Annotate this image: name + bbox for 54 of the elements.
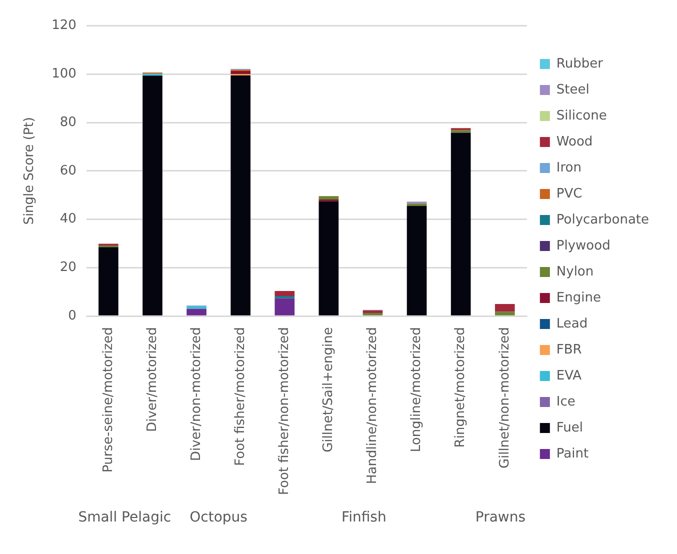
legend-label: Iron: [556, 160, 582, 176]
legend-label: Paint: [556, 446, 589, 462]
y-tick-label: 60: [60, 163, 76, 178]
x-tick-label: Handline/non-motorized: [365, 327, 380, 484]
y-tick-label: 20: [60, 260, 76, 276]
legend-label: Ice: [556, 394, 576, 410]
legend-label: Wood: [556, 134, 593, 150]
legend-label: PVC: [556, 186, 582, 202]
x-tick-label: Gillnet/Sail+engine: [321, 327, 336, 452]
text: Finfish: [342, 510, 386, 526]
legend-label: Nylon: [556, 264, 594, 280]
bar: [406, 204, 427, 206]
x-tick-label: Diver/non-motorized: [188, 327, 204, 461]
bar: [186, 308, 206, 316]
text: Prawns: [475, 510, 526, 526]
bar: [494, 312, 515, 316]
legend-label: Lead: [556, 316, 588, 332]
x-tick-label: Purse-seine/motorized: [100, 327, 116, 472]
bar: [494, 304, 515, 312]
bar: [274, 298, 295, 316]
bar: [406, 206, 427, 316]
y-tick-label: 40: [60, 212, 76, 227]
legend-label: Fuel: [556, 420, 584, 436]
legend-label: EVA: [556, 368, 582, 384]
bar: [186, 306, 206, 309]
legend-label: Rubber: [556, 56, 604, 72]
y-tick-label: 100: [52, 66, 76, 82]
legend-label: FBR: [556, 342, 582, 358]
x-tick-label: Longline/motorized: [409, 327, 424, 452]
legend-label: Silicone: [556, 108, 607, 124]
bar: [230, 71, 250, 74]
text: Octopus: [190, 510, 248, 526]
y-axis-title: Single Score (Pt): [22, 117, 38, 225]
bar: [274, 290, 295, 296]
bar: [362, 312, 383, 316]
bar: [142, 76, 162, 316]
bar: [318, 201, 339, 316]
x-tick-label: Gillnet/non-motorized: [497, 327, 512, 469]
bar: [318, 196, 339, 200]
legend-label: Steel: [556, 82, 590, 98]
text: Small Pelagic: [78, 510, 172, 526]
x-tick-label: Foot fisher/motorized: [232, 327, 248, 466]
legend-label: Plywood: [556, 238, 610, 254]
x-tick-label: Diver/motorized: [144, 327, 160, 432]
y-tick-label: 120: [52, 18, 76, 34]
bar: [230, 75, 250, 316]
x-tick-label: Foot fisher/non-motorized: [277, 327, 292, 496]
bar: [98, 247, 118, 316]
legend-label: Polycarbonate: [556, 212, 650, 228]
x-tick-label: Ringnet/motorized: [453, 327, 468, 448]
y-tick-label: 0: [68, 308, 76, 324]
bar: [450, 132, 471, 316]
y-tick-label: 80: [60, 114, 76, 130]
legend-label: Engine: [556, 290, 601, 306]
